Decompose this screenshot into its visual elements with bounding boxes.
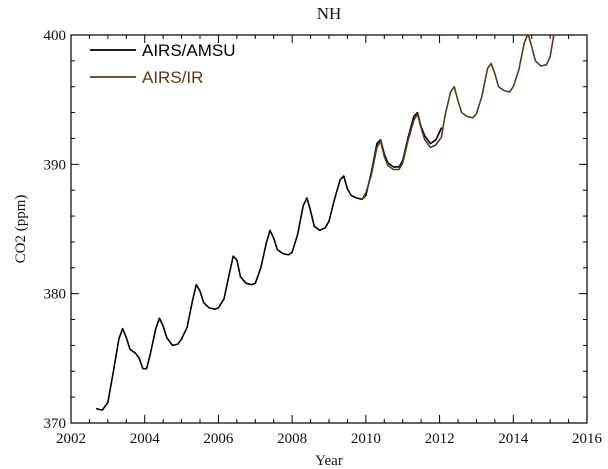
legend-label: AIRS/AMSU — [142, 41, 236, 60]
legend: AIRS/AMSU AIRS/IR — [90, 41, 236, 87]
x-tick-label: 2004 — [130, 431, 161, 447]
chart-title: NH — [317, 4, 342, 23]
series-line-airs-ir — [361, 35, 555, 201]
x-tick-label: 2010 — [351, 431, 381, 447]
x-tick-label: 2006 — [203, 431, 234, 447]
x-tick-label: 2008 — [277, 431, 307, 447]
x-axis-label: Year — [315, 453, 343, 469]
x-tick-label: 2016 — [572, 431, 603, 447]
x-tick-label: 2014 — [498, 431, 529, 447]
y-tick-label: 380 — [44, 287, 67, 303]
axis-ticks: 2002 2004 2006 2008 2010 2012 2014 2016 370 380 39… — [44, 28, 603, 447]
y-tick-label: 370 — [44, 416, 67, 432]
x-tick-label: 2012 — [425, 431, 455, 447]
legend-label: AIRS/IR — [142, 68, 203, 87]
y-tick-label: 400 — [44, 28, 67, 44]
series-line-airs-amsu — [96, 111, 443, 411]
x-tick-label: 2002 — [56, 431, 86, 447]
y-tick-label: 390 — [44, 157, 67, 173]
y-axis-label: CO2 (ppm) — [13, 195, 29, 264]
series-layer — [96, 35, 555, 411]
